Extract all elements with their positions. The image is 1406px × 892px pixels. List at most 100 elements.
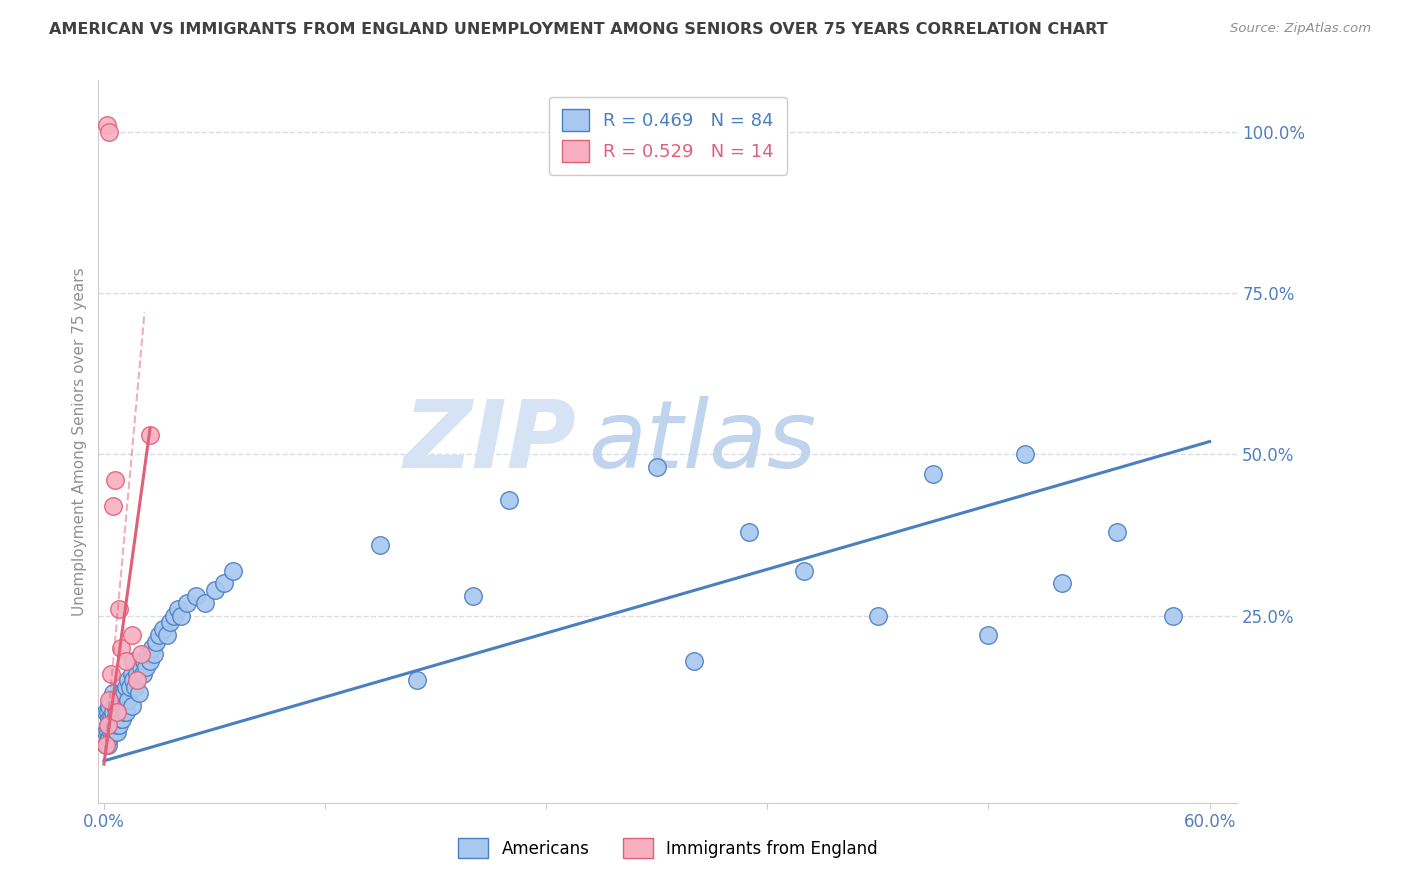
Point xyxy=(121,699,143,714)
Point xyxy=(100,712,122,726)
Point xyxy=(101,686,124,700)
Point xyxy=(104,699,127,714)
Point xyxy=(977,628,1000,642)
Point xyxy=(105,706,128,720)
Point xyxy=(97,706,120,720)
Point xyxy=(96,119,118,133)
Point xyxy=(110,699,132,714)
Point xyxy=(110,640,132,655)
Point xyxy=(139,654,162,668)
Point xyxy=(101,718,124,732)
Point xyxy=(105,718,128,732)
Point xyxy=(112,686,135,700)
Point xyxy=(98,731,121,746)
Point xyxy=(122,654,145,668)
Point xyxy=(922,467,945,481)
Point xyxy=(98,125,121,139)
Point xyxy=(142,648,165,662)
Point xyxy=(128,686,150,700)
Point xyxy=(101,724,124,739)
Point xyxy=(129,660,152,674)
Point xyxy=(105,692,128,706)
Point xyxy=(107,602,129,616)
Text: Source: ZipAtlas.com: Source: ZipAtlas.com xyxy=(1230,22,1371,36)
Point xyxy=(793,564,815,578)
Point xyxy=(105,706,128,720)
Point xyxy=(97,718,120,732)
Point xyxy=(159,615,181,630)
Point xyxy=(115,680,138,694)
Point xyxy=(212,576,235,591)
Point xyxy=(118,680,141,694)
Point xyxy=(498,492,520,507)
Point xyxy=(124,680,146,694)
Point xyxy=(738,524,761,539)
Text: atlas: atlas xyxy=(588,396,817,487)
Point xyxy=(163,608,186,623)
Point xyxy=(170,608,193,623)
Point xyxy=(111,686,134,700)
Point xyxy=(94,706,117,720)
Text: ZIP: ZIP xyxy=(404,395,576,488)
Point xyxy=(129,648,152,662)
Point xyxy=(122,673,145,688)
Point xyxy=(101,499,124,513)
Legend: Americans, Immigrants from England: Americans, Immigrants from England xyxy=(450,830,886,867)
Point xyxy=(866,608,889,623)
Point xyxy=(111,699,134,714)
Point xyxy=(115,654,138,668)
Point xyxy=(121,666,143,681)
Text: AMERICAN VS IMMIGRANTS FROM ENGLAND UNEMPLOYMENT AMONG SENIORS OVER 75 YEARS COR: AMERICAN VS IMMIGRANTS FROM ENGLAND UNEM… xyxy=(49,22,1108,37)
Point xyxy=(104,724,127,739)
Point xyxy=(94,738,117,752)
Point xyxy=(1014,447,1036,461)
Point xyxy=(104,712,127,726)
Point xyxy=(94,738,117,752)
Point xyxy=(176,596,198,610)
Point xyxy=(222,564,245,578)
Point xyxy=(152,622,174,636)
Point xyxy=(155,628,177,642)
Point xyxy=(127,673,149,688)
Point xyxy=(645,460,668,475)
Point xyxy=(107,692,129,706)
Point xyxy=(105,724,128,739)
Point xyxy=(97,718,120,732)
Point xyxy=(110,712,132,726)
Point xyxy=(139,428,162,442)
Point xyxy=(127,666,149,681)
Point xyxy=(104,473,127,487)
Point xyxy=(97,724,120,739)
Point xyxy=(682,654,704,668)
Point xyxy=(145,634,167,648)
Point xyxy=(98,712,121,726)
Point xyxy=(100,724,122,739)
Point xyxy=(370,538,392,552)
Point xyxy=(101,706,124,720)
Point xyxy=(406,673,429,688)
Point xyxy=(98,699,121,714)
Point xyxy=(135,660,157,674)
Point xyxy=(136,648,159,662)
Point xyxy=(98,692,121,706)
Point xyxy=(166,602,188,616)
Point xyxy=(184,590,207,604)
Point xyxy=(98,718,121,732)
Point xyxy=(111,712,134,726)
Point xyxy=(1107,524,1129,539)
Point xyxy=(131,666,153,681)
Point xyxy=(100,666,122,681)
Point xyxy=(117,673,139,688)
Point xyxy=(112,706,135,720)
Point xyxy=(94,724,117,739)
Point xyxy=(97,738,120,752)
Point xyxy=(121,628,143,642)
Y-axis label: Unemployment Among Seniors over 75 years: Unemployment Among Seniors over 75 years xyxy=(72,268,87,615)
Point xyxy=(141,640,163,655)
Point xyxy=(194,596,217,610)
Point xyxy=(107,718,129,732)
Point xyxy=(461,590,484,604)
Point xyxy=(204,582,226,597)
Point xyxy=(1050,576,1073,591)
Point xyxy=(1161,608,1184,623)
